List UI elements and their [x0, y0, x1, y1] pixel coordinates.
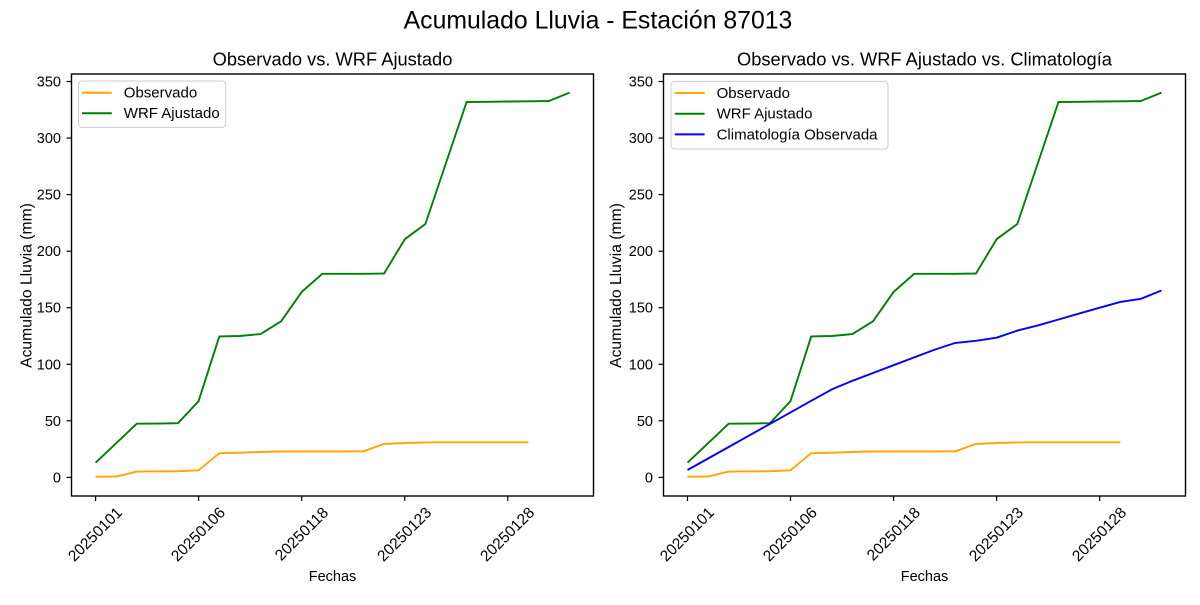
svg-text:Fechas: Fechas: [309, 569, 357, 585]
svg-text:Observado vs. WRF Ajustado vs.: Observado vs. WRF Ajustado vs. Climatolo…: [737, 48, 1113, 69]
svg-text:Fechas: Fechas: [901, 569, 949, 585]
svg-text:WRF Ajustado: WRF Ajustado: [124, 105, 220, 122]
svg-text:50: 50: [45, 414, 61, 430]
svg-text:100: 100: [629, 357, 653, 373]
svg-text:Climatología Observada: Climatología Observada: [717, 126, 879, 143]
svg-text:Acumulado Lluvia - Estación 87: Acumulado Lluvia - Estación 87013: [404, 8, 793, 35]
svg-text:200: 200: [37, 244, 61, 260]
svg-text:Observado: Observado: [124, 85, 197, 102]
svg-text:350: 350: [37, 75, 61, 91]
svg-text:50: 50: [637, 414, 653, 430]
svg-text:0: 0: [53, 470, 61, 486]
svg-text:150: 150: [629, 301, 653, 317]
svg-text:WRF Ajustado: WRF Ajustado: [717, 106, 813, 123]
svg-text:Acumulado Lluvia (mm): Acumulado Lluvia (mm): [608, 203, 625, 368]
svg-text:0: 0: [645, 470, 653, 486]
svg-text:150: 150: [37, 301, 61, 317]
svg-text:300: 300: [37, 131, 61, 147]
svg-text:100: 100: [37, 357, 61, 373]
svg-text:250: 250: [37, 188, 61, 204]
svg-text:200: 200: [629, 244, 653, 260]
svg-text:Observado vs. WRF Ajustado: Observado vs. WRF Ajustado: [213, 48, 453, 69]
svg-text:250: 250: [629, 188, 653, 204]
svg-text:Observado: Observado: [717, 85, 790, 102]
svg-text:350: 350: [629, 75, 653, 91]
svg-text:300: 300: [629, 131, 653, 147]
svg-text:Acumulado Lluvia (mm): Acumulado Lluvia (mm): [18, 203, 35, 368]
